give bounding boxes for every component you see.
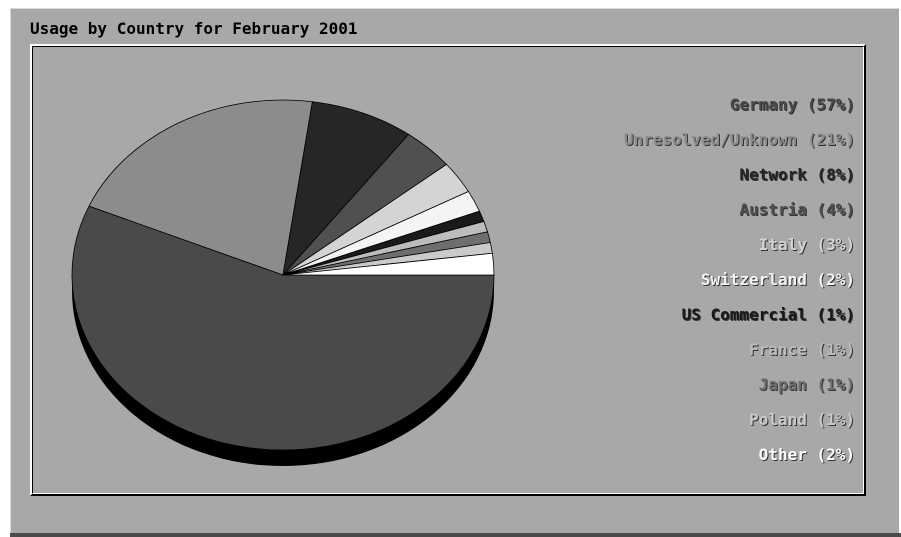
legend: Germany (57%) Unresolved/Unknown (21%) Net… (624, 95, 855, 480)
legend-label: Switzerland (2%) (700, 270, 855, 289)
chart-title: Usage by Country for February 2001 (30, 19, 358, 38)
legend-label: France (1%) (749, 340, 855, 359)
legend-entry-france: France (1%) (624, 340, 855, 375)
legend-label: Japan (1%) (758, 375, 855, 394)
legend-entry-other: Other (2%) (624, 445, 855, 480)
legend-label: US Commercial (1%) (681, 305, 855, 324)
legend-entry-japan: Japan (1%) (624, 375, 855, 410)
chart-frame-shadow (10, 533, 901, 537)
legend-entry-unresolved-unknown: Unresolved/Unknown (21%) (624, 130, 855, 165)
pie-slice-unresolved-unknown (88, 99, 313, 276)
legend-label: Unresolved/Unknown (21%) (623, 130, 855, 149)
legend-entry-poland: Poland (1%) (624, 410, 855, 445)
legend-label: Network (8%) (739, 165, 855, 184)
legend-label: Other (2%) (758, 445, 855, 464)
legend-entry-germany: Germany (57%) (624, 95, 855, 130)
pie-slices (71, 99, 495, 451)
legend-entry-network: Network (8%) (624, 165, 855, 200)
plot-panel (30, 44, 866, 496)
legend-label: Germany (57%) (729, 95, 855, 114)
legend-entry-switzerland: Switzerland (2%) (624, 270, 855, 305)
legend-entry-us-commercial: US Commercial (1%) (624, 305, 855, 340)
legend-label: Italy (3%) (758, 235, 855, 254)
pie-slice-other (282, 252, 495, 276)
legend-label: Austria (4%) (739, 200, 855, 219)
pie-slice-germany (71, 205, 495, 451)
legend-label: Poland (1%) (749, 410, 855, 429)
pie-slice-network (282, 101, 410, 277)
legend-entry-italy: Italy (3%) (624, 235, 855, 270)
legend-entry-austria: Austria (4%) (624, 200, 855, 235)
